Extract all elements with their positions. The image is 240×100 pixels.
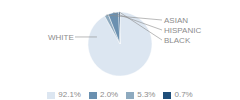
- svg-text:BLACK: BLACK: [164, 36, 191, 45]
- html-text:5.3%: 5.3%: [137, 90, 156, 99]
- svg-text:WHITE: WHITE: [48, 33, 74, 42]
- html-text:92.1%: 92.1%: [58, 90, 81, 99]
- html-text:2.0%: 2.0%: [100, 90, 119, 99]
- svg-text:HISPANIC: HISPANIC: [164, 26, 201, 35]
- svg-text:ASIAN: ASIAN: [164, 16, 188, 25]
- html-text:0.7%: 0.7%: [174, 90, 193, 99]
